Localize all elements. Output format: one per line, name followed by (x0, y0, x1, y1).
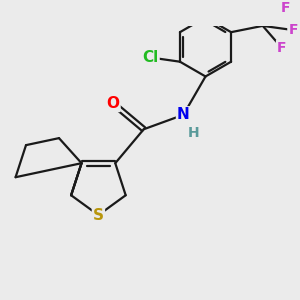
Text: S: S (93, 208, 104, 223)
Text: F: F (281, 1, 291, 15)
Text: Cl: Cl (142, 50, 158, 65)
Text: F: F (277, 41, 286, 55)
Text: H: H (188, 125, 200, 140)
Text: N: N (177, 107, 190, 122)
Text: O: O (106, 96, 119, 111)
Text: F: F (288, 23, 298, 37)
